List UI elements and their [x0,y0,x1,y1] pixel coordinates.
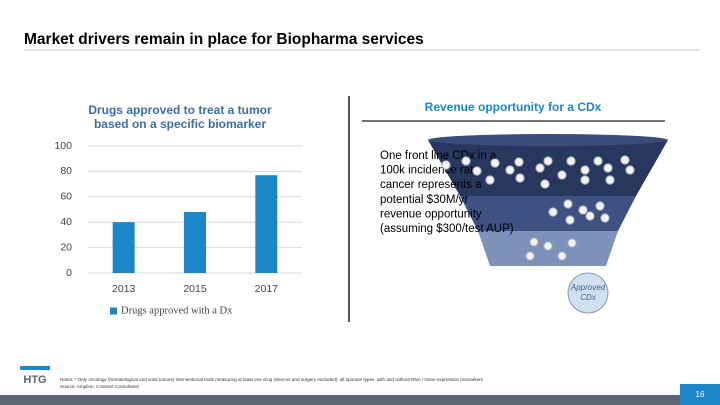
funnel-ball [514,157,524,167]
funnel-ball [600,213,610,223]
funnel-ball [535,163,545,173]
footnote: Source: Amplion; Contract Consultants [60,384,140,389]
approved-label: Approved [570,283,606,292]
funnel-band [460,196,636,231]
funnel-ball [441,160,451,170]
funnel-ball [485,175,495,185]
bar [112,222,135,273]
legend-swatch [110,307,117,315]
funnel-ball [593,156,603,166]
x-tick-label: 2013 [112,283,136,295]
page-number: 16 [696,390,705,399]
funnel-text: potential $30M/yr [380,194,468,206]
funnel-heading: Revenue opportunity for a CDx [425,100,602,114]
funnel-ball [529,237,539,247]
funnel-ball [557,170,567,180]
funnel-ball [595,201,605,211]
funnel-ball [580,165,590,175]
funnel-text: cancer represents a [380,179,482,191]
y-tick-label: 0 [66,267,72,279]
x-tick-label: 2015 [183,283,207,295]
funnel-ball [557,251,567,261]
funnel-ball [565,215,575,225]
approved-label: CDx [580,293,597,302]
funnel-text: One front line CDx in a [380,150,497,162]
funnel-ball [472,166,482,176]
funnel-ball [563,199,573,209]
funnel-text: (assuming $300/test AUP) [380,223,514,235]
footer-bar [0,395,720,405]
funnel-ball [548,207,558,217]
page-number-box [680,384,720,405]
funnel-ball [603,163,613,173]
logo-bar [20,366,50,370]
y-tick-label: 40 [60,216,72,228]
y-tick-label: 20 [60,241,72,253]
approved-circle [567,272,609,314]
bar [184,212,206,273]
funnel-ball [525,251,535,261]
legend-label: Drugs approved with a Dx [121,305,233,316]
funnel-ball [461,156,471,166]
funnel-ball [515,173,525,183]
slide-title: Market drivers remain in place for Bioph… [24,31,424,48]
funnel-ball [543,241,553,251]
funnel-ball [543,156,553,166]
funnel-rim [428,134,668,146]
funnel-ball [620,155,630,165]
funnel-ball [585,211,595,221]
logo-text: HTG [23,374,46,386]
funnel-ball [580,175,590,185]
chart-title: Drugs approved to treat a tumor based on… [88,103,272,131]
bar [255,175,278,273]
funnel-text: 100k incidence rate [380,165,480,177]
y-tick-label: 100 [54,140,72,152]
funnel-ball [505,165,515,175]
x-tick-label: 2017 [255,283,279,295]
funnel-ball [605,175,615,185]
y-tick-label: 60 [60,191,72,203]
funnel-ball [567,238,577,248]
htg-logo: HTG [20,366,50,386]
funnel-text: revenue opportunity [380,208,482,220]
funnel-ball [566,156,576,166]
y-tick-label: 80 [60,165,72,177]
funnel-ball [625,165,635,175]
funnel-ball [578,205,588,215]
funnel-ball [490,158,500,168]
funnel-ball [540,179,550,189]
footnote: Notes: * Only oncology (hematological an… [60,377,484,382]
